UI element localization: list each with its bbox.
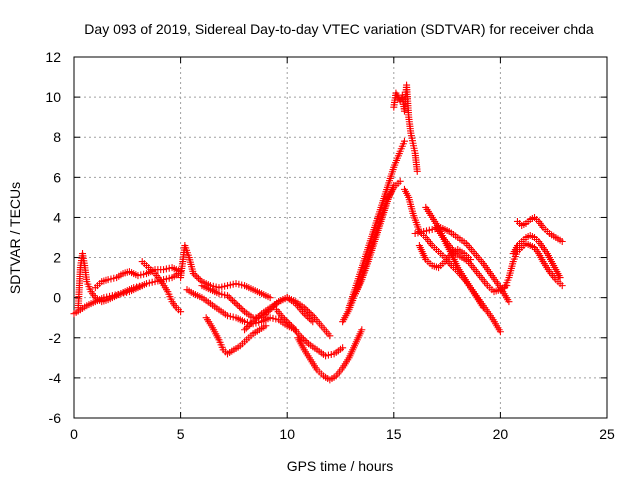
series-arc-04 [138,258,185,316]
data-points [70,81,566,384]
data-point [266,294,274,302]
data-point [396,177,404,185]
data-point-interp [195,274,203,282]
y-tick-label: 12 [45,49,61,65]
data-point-interp [227,295,235,303]
data-point [479,304,487,312]
data-point [496,328,504,336]
data-point-interp [246,321,254,329]
data-point-interp [281,315,289,323]
data-point [558,238,566,246]
data-point-interp [254,313,262,321]
data-point-interp [302,305,310,313]
data-point [505,298,513,306]
series-arc-10 [273,306,347,360]
data-point-interp [251,316,259,324]
data-point-interp [284,319,292,327]
grid-lines [74,57,607,418]
data-point-interp [191,271,199,279]
series-arc-23 [509,231,564,282]
data-point-interp [196,276,204,284]
series-arc-17 [411,223,513,306]
y-tick-label: -6 [49,410,62,426]
series-arc-21 [501,240,566,292]
data-point [467,256,475,264]
data-point-interp [303,338,311,346]
y-tick-label: 2 [53,250,61,266]
data-point-interp [304,307,312,315]
data-point-interp [397,94,405,102]
data-point-interp [282,317,290,325]
series-arc-07 [202,314,270,358]
data-point [390,181,398,189]
series-arc-20 [415,242,475,272]
data-point-interp [242,324,250,332]
data-point-interp [225,293,233,301]
series-arc-11 [294,326,366,384]
y-tick-label: 10 [45,89,61,105]
y-tick-label: -4 [49,370,62,386]
data-point-interp [193,273,201,281]
series-arc-14 [351,181,398,298]
data-point [262,322,270,330]
plot-frame [73,56,608,419]
y-tick-label: 4 [53,209,61,225]
data-point-interp [305,309,313,317]
data-point-interp [301,337,309,345]
data-point-interp [247,319,255,327]
data-point-interp [244,323,252,331]
data-point-interp [237,304,245,312]
data-point [232,300,240,308]
chart-title: Day 093 of 2019, Sidereal Day-to-day VTE… [84,21,594,37]
data-point-interp [307,310,315,318]
y-tick-label: 8 [53,129,61,145]
data-point [558,282,566,290]
series-arc-09 [241,294,334,340]
data-point [241,326,249,334]
series-arc-05 [177,242,274,302]
x-tick-label: 25 [599,426,615,442]
axis-ticks: 0 5 10 15 20 25 -6 -4 -2 0 2 4 6 8 10 12 [45,49,615,442]
data-point [138,282,146,290]
data-point [400,137,408,145]
x-tick-label: 0 [70,426,78,442]
y-axis-label: SDTVAR / TECUs [7,182,23,294]
x-tick-label: 10 [279,426,295,442]
data-point [413,167,421,175]
y-tick-label: 0 [53,290,61,306]
data-point-interp [234,301,242,309]
data-point-interp [229,296,237,304]
series-arc-01 [70,270,182,318]
data-point [189,270,197,278]
data-point [249,318,257,326]
x-tick-label: 20 [493,426,509,442]
data-point [326,332,334,340]
y-tick-label: -2 [49,330,62,346]
data-point [300,304,308,312]
data-point [358,326,366,334]
series-arc-02 [74,250,146,312]
data-point-interp [239,306,247,314]
x-tick-label: 5 [177,426,185,442]
series-arc-15 [390,81,421,175]
data-point-interp [286,320,294,328]
x-axis-label: GPS time / hours [287,458,394,474]
data-point-interp [230,298,238,306]
series-arc-22 [513,213,566,246]
data-point-interp [256,311,264,319]
data-point [177,308,185,316]
data-point [224,292,232,300]
data-point-interp [252,315,260,323]
data-point-interp [235,303,243,311]
x-tick-label: 15 [386,426,402,442]
y-tick-label: 6 [53,169,61,185]
data-point [556,274,564,282]
data-point [279,314,287,322]
data-point [339,344,347,352]
